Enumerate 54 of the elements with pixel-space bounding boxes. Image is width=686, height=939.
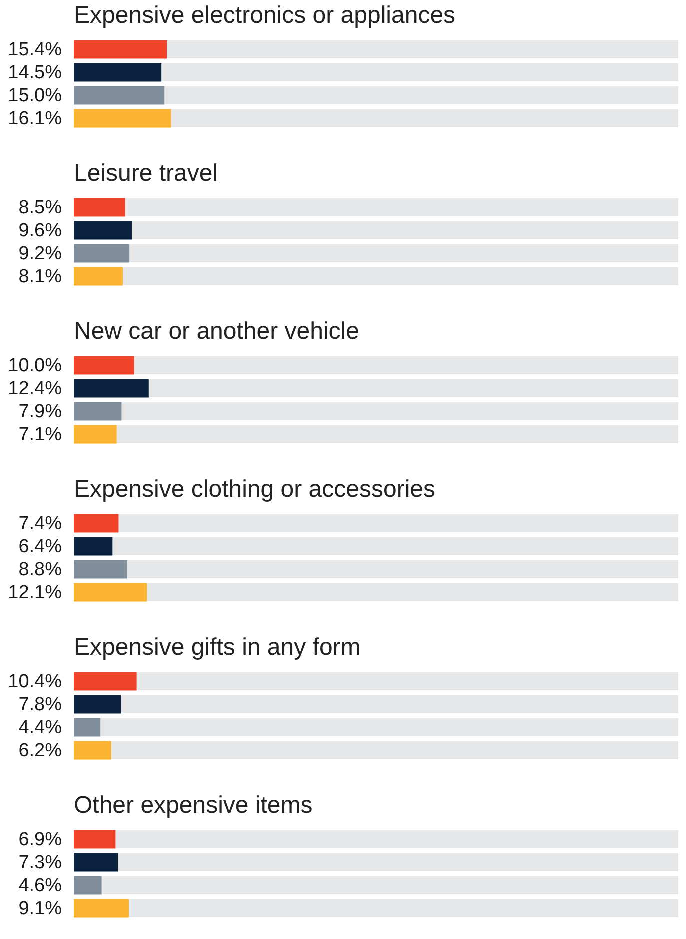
bar [74,356,134,375]
bar [74,583,148,602]
data-label: 9.1% [18,898,62,920]
data-label: 7.1% [18,424,62,446]
data-label: 6.9% [18,830,62,850]
data-label: 16.1% [8,108,62,130]
data-label: 15.0% [8,86,62,106]
bar [74,109,172,128]
chart-title: Leisure travel [74,160,218,187]
data-label: 14.5% [8,62,62,84]
bar [74,221,132,240]
chart-title: Expensive clothing or accessories [74,476,436,503]
data-label: 4.6% [18,876,62,896]
data-label: 4.4% [18,718,62,738]
data-label: 9.6% [18,220,62,242]
data-label: 8.5% [18,198,62,218]
bar [74,718,101,737]
bar [74,537,113,556]
chart-title: Other expensive items [74,792,313,819]
bar [74,86,165,105]
bar [74,198,126,217]
bar [74,876,102,895]
data-label: 8.1% [18,266,62,288]
chart-title: Expensive electronics or appliances [74,2,456,29]
bar [74,40,168,59]
bar [74,560,128,579]
bar [74,672,137,691]
data-label: 12.4% [8,378,62,400]
bar [74,695,122,714]
data-label: 7.9% [18,402,62,422]
bar [74,63,162,82]
data-label: 15.4% [8,40,62,60]
data-label: 7.3% [18,852,62,874]
bar [74,244,130,263]
chart-title: Expensive gifts in any form [74,634,361,661]
data-label: 6.4% [18,536,62,558]
bar [74,853,118,872]
data-label: 12.1% [8,582,62,604]
data-label: 10.0% [8,356,62,376]
data-label: 7.4% [18,514,62,534]
bar [74,379,149,398]
data-label: 10.4% [8,672,62,692]
data-label: 7.8% [18,694,62,716]
bar [74,425,117,444]
data-label: 9.2% [18,244,62,264]
bar [74,402,122,421]
data-label: 8.8% [18,560,62,580]
data-label: 6.2% [18,740,62,762]
bar [74,830,116,849]
bar [74,741,112,760]
bar [74,899,129,918]
bar [74,514,119,533]
bar [74,267,123,286]
chart-title: New car or another vehicle [74,318,360,345]
